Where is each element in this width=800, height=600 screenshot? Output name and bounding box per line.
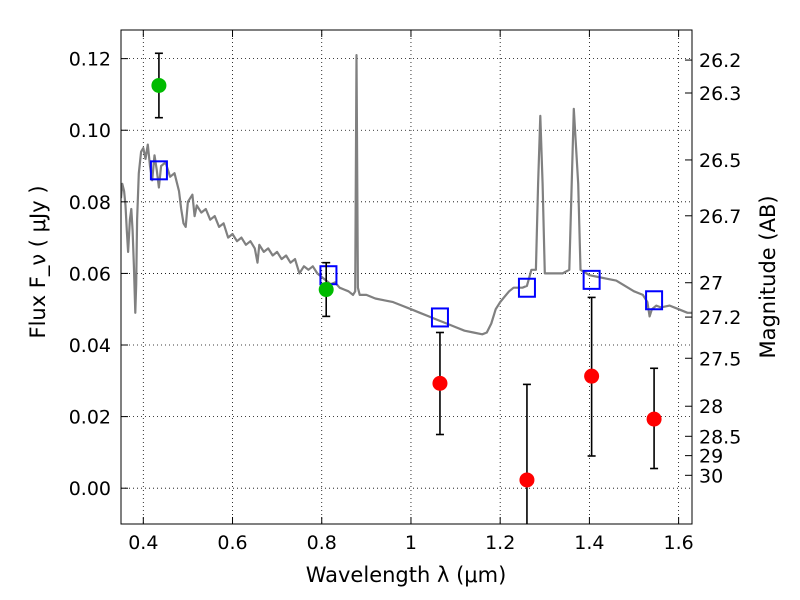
model-photometry-square: [430, 307, 449, 328]
right-tick-label: 28.5: [699, 426, 741, 448]
x-axis-label: Wavelength λ (μm): [306, 563, 507, 587]
observed-flux-point: [646, 411, 662, 427]
x-tick-label: 0.4: [128, 532, 158, 554]
x-tick-label: 0.6: [217, 532, 247, 554]
model-photometry-square: [149, 160, 168, 181]
observed-flux-point: [432, 375, 448, 391]
y-tick-label: 0.06: [69, 263, 111, 285]
x-tick-label: 0.8: [307, 532, 337, 554]
model-spectrum-layer: [121, 54, 692, 336]
observed-flux-point: [151, 77, 167, 93]
grid: [121, 30, 692, 524]
plot-frame: [120, 29, 693, 525]
right-tick-label: 28: [699, 396, 723, 418]
observed-flux-point: [519, 472, 535, 488]
x-tick-label: 1.4: [574, 532, 604, 554]
x-tick-label: 1.6: [664, 532, 694, 554]
data-marks-layer: [149, 52, 664, 524]
model-photometry-square: [645, 290, 664, 311]
right-axis-label: Magnitude (AB): [756, 195, 780, 358]
y-tick-label: 0.04: [69, 335, 111, 357]
axis-ticks: 0.4 0.6 0.8 1 1.2 1.4 1.6 0.00 0.02 0.04 0.06 0.08 0…: [69, 30, 741, 554]
right-tick-label: 26.7: [699, 206, 741, 228]
y-axis-label: Flux F_ν ( μJy ): [26, 185, 51, 338]
x-tick-label: 1.2: [485, 532, 515, 554]
x-tick-label: 1: [405, 532, 417, 554]
right-tick-label: 27.2: [699, 307, 741, 329]
right-tick-label: 27.5: [699, 348, 741, 370]
right-tick-label: 27: [699, 273, 723, 295]
observed-flux-point: [584, 368, 600, 384]
right-tick-label: 29: [699, 446, 723, 468]
plot-area: [121, 52, 692, 524]
y-tick-label: 0.10: [69, 120, 111, 142]
right-tick-label: 26.3: [699, 83, 741, 105]
model-photometry-square: [517, 277, 536, 298]
y-tick-label: 0.00: [69, 478, 111, 500]
right-tick-label: 26.2: [699, 50, 741, 72]
model-photometry-square: [582, 269, 601, 290]
y-tick-label: 0.02: [69, 407, 111, 429]
y-tick-label: 0.12: [69, 49, 111, 71]
right-tick-label: 26.5: [699, 150, 741, 172]
right-tick-label: 30: [699, 465, 723, 487]
model-spectrum-line: [121, 54, 692, 336]
y-tick-label: 0.08: [69, 192, 111, 214]
observed-flux-point: [318, 282, 334, 298]
